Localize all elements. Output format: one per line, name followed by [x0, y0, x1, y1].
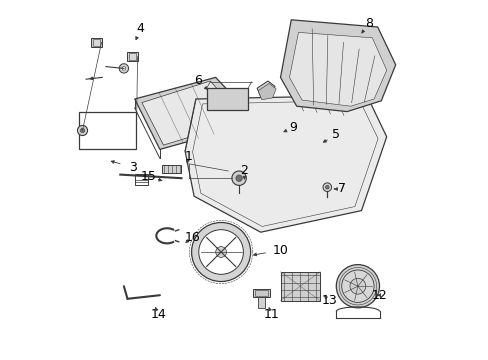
Text: 7: 7	[337, 183, 345, 195]
FancyBboxPatch shape	[253, 289, 269, 297]
Polygon shape	[257, 81, 275, 97]
Polygon shape	[289, 32, 386, 106]
Text: 9: 9	[288, 121, 296, 134]
Polygon shape	[142, 81, 235, 145]
Circle shape	[322, 183, 331, 192]
Polygon shape	[185, 95, 386, 232]
Text: 1: 1	[184, 150, 192, 163]
FancyBboxPatch shape	[162, 165, 181, 173]
FancyBboxPatch shape	[127, 52, 137, 61]
Text: 13: 13	[321, 294, 336, 307]
Circle shape	[199, 230, 243, 274]
Circle shape	[235, 175, 242, 181]
Text: 11: 11	[263, 309, 279, 321]
Text: 4: 4	[136, 22, 144, 35]
Circle shape	[336, 265, 379, 308]
Polygon shape	[258, 84, 276, 100]
Circle shape	[77, 126, 87, 136]
Circle shape	[80, 129, 84, 133]
Circle shape	[122, 67, 125, 70]
Text: 5: 5	[332, 129, 340, 141]
Circle shape	[231, 171, 246, 185]
Polygon shape	[280, 272, 320, 301]
Text: 10: 10	[272, 244, 288, 257]
Text: 12: 12	[371, 289, 386, 302]
FancyBboxPatch shape	[258, 297, 265, 308]
FancyBboxPatch shape	[91, 38, 102, 47]
Text: 8: 8	[364, 17, 372, 30]
Text: 16: 16	[184, 231, 200, 244]
Polygon shape	[280, 20, 395, 112]
FancyBboxPatch shape	[206, 88, 247, 110]
FancyBboxPatch shape	[129, 53, 136, 60]
Text: 2: 2	[240, 165, 248, 177]
Text: 6: 6	[193, 75, 201, 87]
Circle shape	[191, 222, 250, 282]
Text: 15: 15	[141, 170, 157, 183]
Text: 14: 14	[150, 309, 165, 321]
FancyBboxPatch shape	[93, 39, 100, 46]
Circle shape	[341, 270, 373, 302]
Polygon shape	[134, 77, 244, 149]
Circle shape	[119, 64, 128, 73]
Circle shape	[349, 278, 365, 294]
Circle shape	[325, 185, 328, 189]
FancyBboxPatch shape	[254, 290, 268, 296]
Circle shape	[215, 247, 226, 257]
Text: 3: 3	[129, 161, 137, 174]
